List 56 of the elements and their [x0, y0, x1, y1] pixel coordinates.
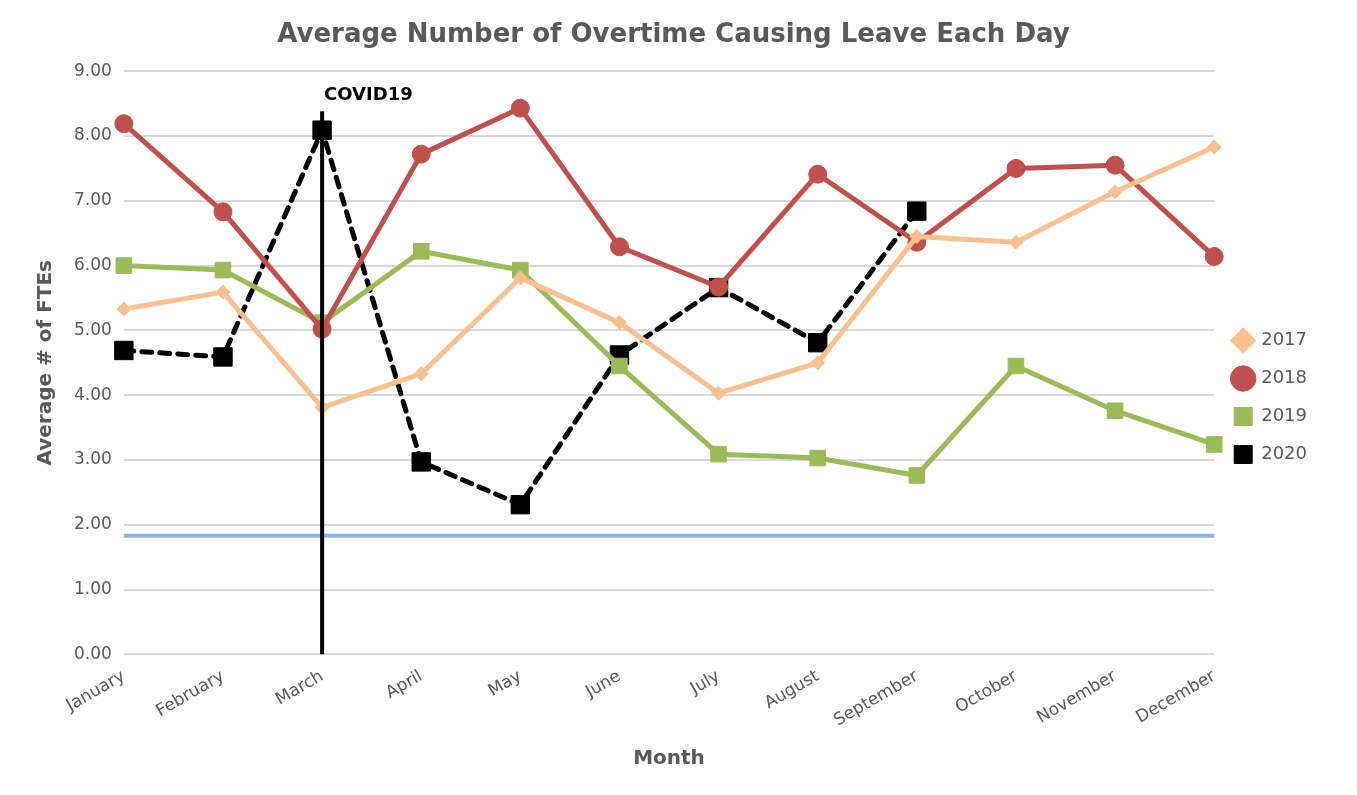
point: [1106, 402, 1124, 419]
x-tick-label: May: [484, 665, 525, 701]
y-tick-label: 2.00: [73, 513, 112, 534]
chart-title: Average Number of Overtime Causing Leave Each Day: [277, 18, 1070, 49]
point: [213, 347, 233, 367]
y-tick-label: 1.00: [73, 577, 112, 598]
point: [908, 467, 926, 484]
point: [510, 494, 531, 515]
ref-line-label: COVID19: [324, 82, 413, 104]
y-tick-label: 8.00: [73, 124, 112, 145]
x-tick-label: July: [685, 665, 723, 699]
point: [609, 237, 629, 257]
point: [215, 284, 231, 300]
point: [411, 144, 431, 164]
point: [808, 164, 828, 184]
point: [808, 333, 828, 353]
point: [711, 385, 727, 401]
point: [1204, 247, 1224, 267]
y-tick-label: 5.00: [73, 318, 112, 339]
point: [213, 202, 233, 222]
legend-label: 2019: [1261, 404, 1307, 426]
point: [1006, 158, 1026, 178]
point: [1008, 234, 1024, 250]
point: [1205, 436, 1223, 453]
y-tick-label: 0.00: [73, 642, 112, 663]
point: [611, 315, 627, 331]
y-tick-label: 9.00: [73, 59, 112, 80]
point: [510, 98, 530, 118]
point: [907, 201, 927, 221]
point: [115, 257, 133, 274]
point: [411, 452, 431, 472]
point: [1007, 357, 1025, 375]
point: [810, 355, 826, 371]
point: [611, 357, 628, 375]
point: [710, 445, 727, 463]
y-tick-label: 4.00: [73, 383, 112, 404]
y-axis-title: Average # of FTEs: [32, 259, 57, 466]
y-tick-label: 7.00: [73, 189, 112, 210]
legend-label: 2020: [1261, 442, 1307, 464]
point: [512, 270, 528, 286]
point: [114, 114, 134, 134]
point: [809, 449, 826, 467]
y-tick-label: 3.00: [73, 448, 112, 469]
point: [114, 340, 134, 361]
point: [1206, 139, 1222, 155]
y-tick-label: 6.00: [73, 254, 112, 275]
x-axis-title: Month: [633, 745, 705, 770]
point: [909, 228, 925, 244]
legend-label: 2018: [1261, 366, 1307, 388]
legend-label: 2017: [1261, 328, 1307, 350]
point: [214, 261, 232, 279]
point: [116, 301, 132, 317]
point: [413, 366, 429, 382]
point: [412, 243, 430, 260]
point: [1107, 184, 1123, 200]
point: [1105, 155, 1125, 175]
